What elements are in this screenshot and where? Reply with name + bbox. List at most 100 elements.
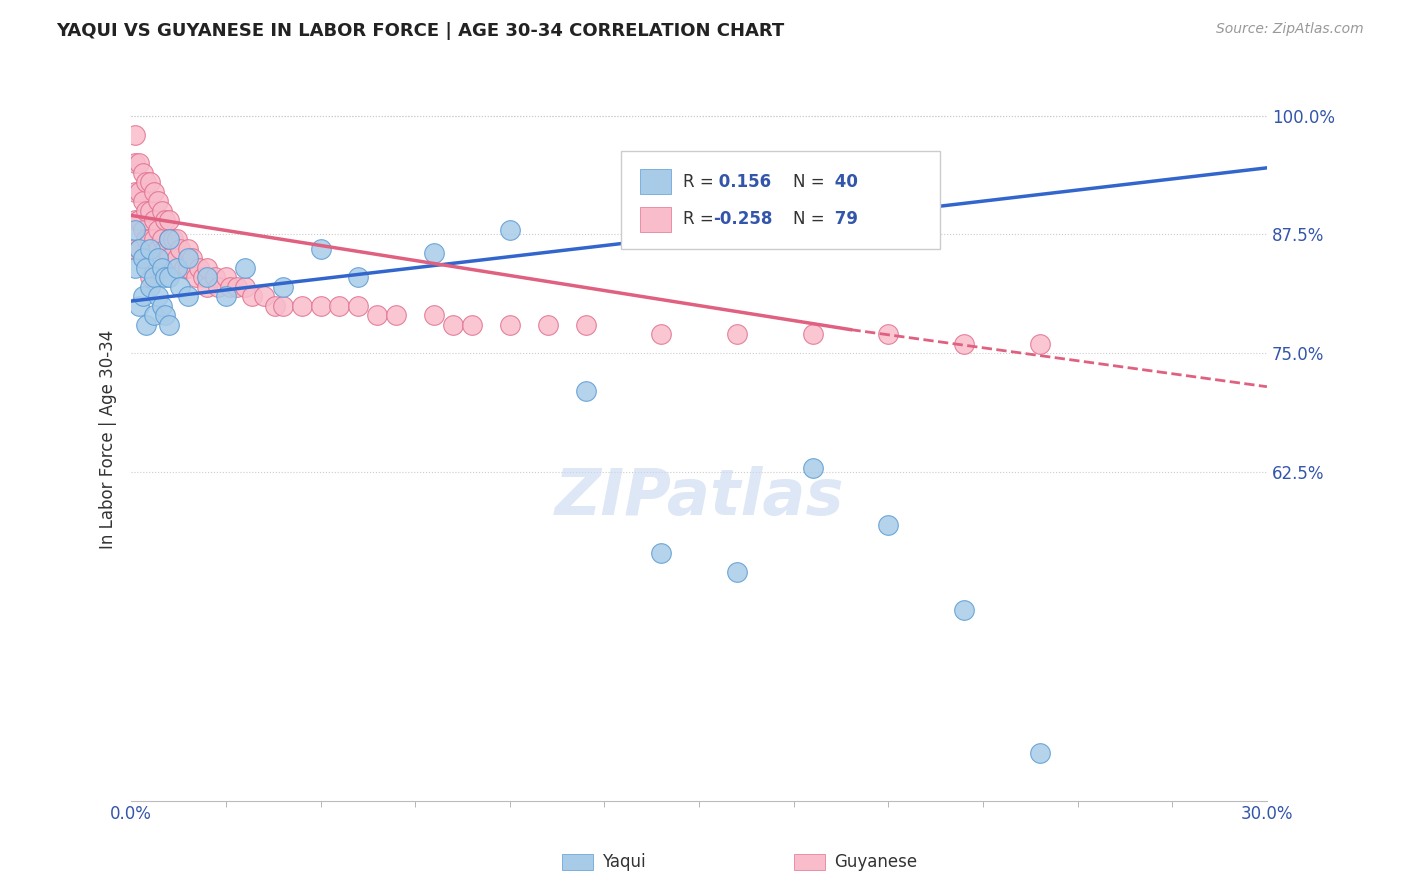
Text: Guyanese: Guyanese [834,853,917,871]
Point [215,289,238,303]
Point [150,299,173,313]
Point [309,242,332,256]
Text: YAQUI VS GUYANESE IN LABOR FORCE | AGE 30-34 CORRELATION CHART: YAQUI VS GUYANESE IN LABOR FORCE | AGE 3… [56,22,785,40]
Point [146,194,169,208]
Point [143,309,166,323]
Point [131,252,153,266]
Point [801,460,824,475]
Text: 0.156: 0.156 [713,173,772,191]
Point [143,252,166,266]
Point [173,260,195,275]
Point [146,252,169,266]
Point [124,156,146,170]
Point [180,252,202,266]
Point [157,232,180,246]
Point [131,222,153,236]
Point [157,252,180,266]
Point [725,566,748,580]
Point [177,260,200,275]
Text: R =: R = [683,211,718,228]
Point [423,309,446,323]
Point [139,175,162,189]
Point [146,260,169,275]
Point [128,299,150,313]
Point [184,270,207,285]
Point [124,128,146,142]
Point [155,242,177,256]
Point [271,299,294,313]
Point [131,289,153,303]
Text: N =: N = [793,211,830,228]
Point [177,242,200,256]
Point [385,309,408,323]
Point [574,384,596,399]
Point [233,280,256,294]
Point [128,213,150,227]
Point [150,232,173,246]
Point [177,252,200,266]
Point [150,252,173,266]
Point [725,327,748,342]
Point [139,252,162,266]
Text: 79: 79 [830,211,858,228]
Point [128,242,150,256]
Point [143,185,166,199]
Point [124,222,146,236]
Point [157,213,180,227]
Point [218,280,240,294]
Point [139,280,162,294]
Point [291,299,314,313]
Point [155,309,177,323]
Point [499,222,522,236]
Point [166,260,188,275]
Point [155,213,177,227]
Point [150,203,173,218]
Text: ZIPatlas: ZIPatlas [554,466,844,528]
Point [135,260,157,275]
Point [953,337,976,351]
Point [309,299,332,313]
Point [124,213,146,227]
Point [169,280,191,294]
Text: -0.258: -0.258 [713,211,773,228]
Point [146,289,169,303]
Point [877,517,900,532]
Point [242,289,264,303]
Point [328,299,350,313]
Point [146,222,169,236]
Point [253,289,276,303]
Point [537,318,560,332]
Point [366,309,388,323]
Point [195,280,218,294]
Point [953,603,976,617]
Point [166,252,188,266]
Point [124,242,146,256]
Point [157,318,180,332]
Point [162,232,184,246]
Point [135,252,157,266]
Point [215,270,238,285]
Point [188,260,211,275]
Point [128,242,150,256]
Text: 40: 40 [830,173,858,191]
Point [146,242,169,256]
Point [128,185,150,199]
Point [1029,337,1052,351]
Point [347,270,370,285]
Point [207,280,229,294]
Point [124,260,146,275]
Point [264,299,287,313]
Point [574,318,596,332]
Point [135,318,157,332]
Point [139,242,162,256]
Text: R =: R = [683,173,718,191]
Point [143,213,166,227]
Point [193,270,215,285]
Point [135,175,157,189]
Point [1029,746,1052,760]
Point [195,270,218,285]
Point [204,270,226,285]
Point [143,270,166,285]
Point [177,289,200,303]
Point [271,280,294,294]
